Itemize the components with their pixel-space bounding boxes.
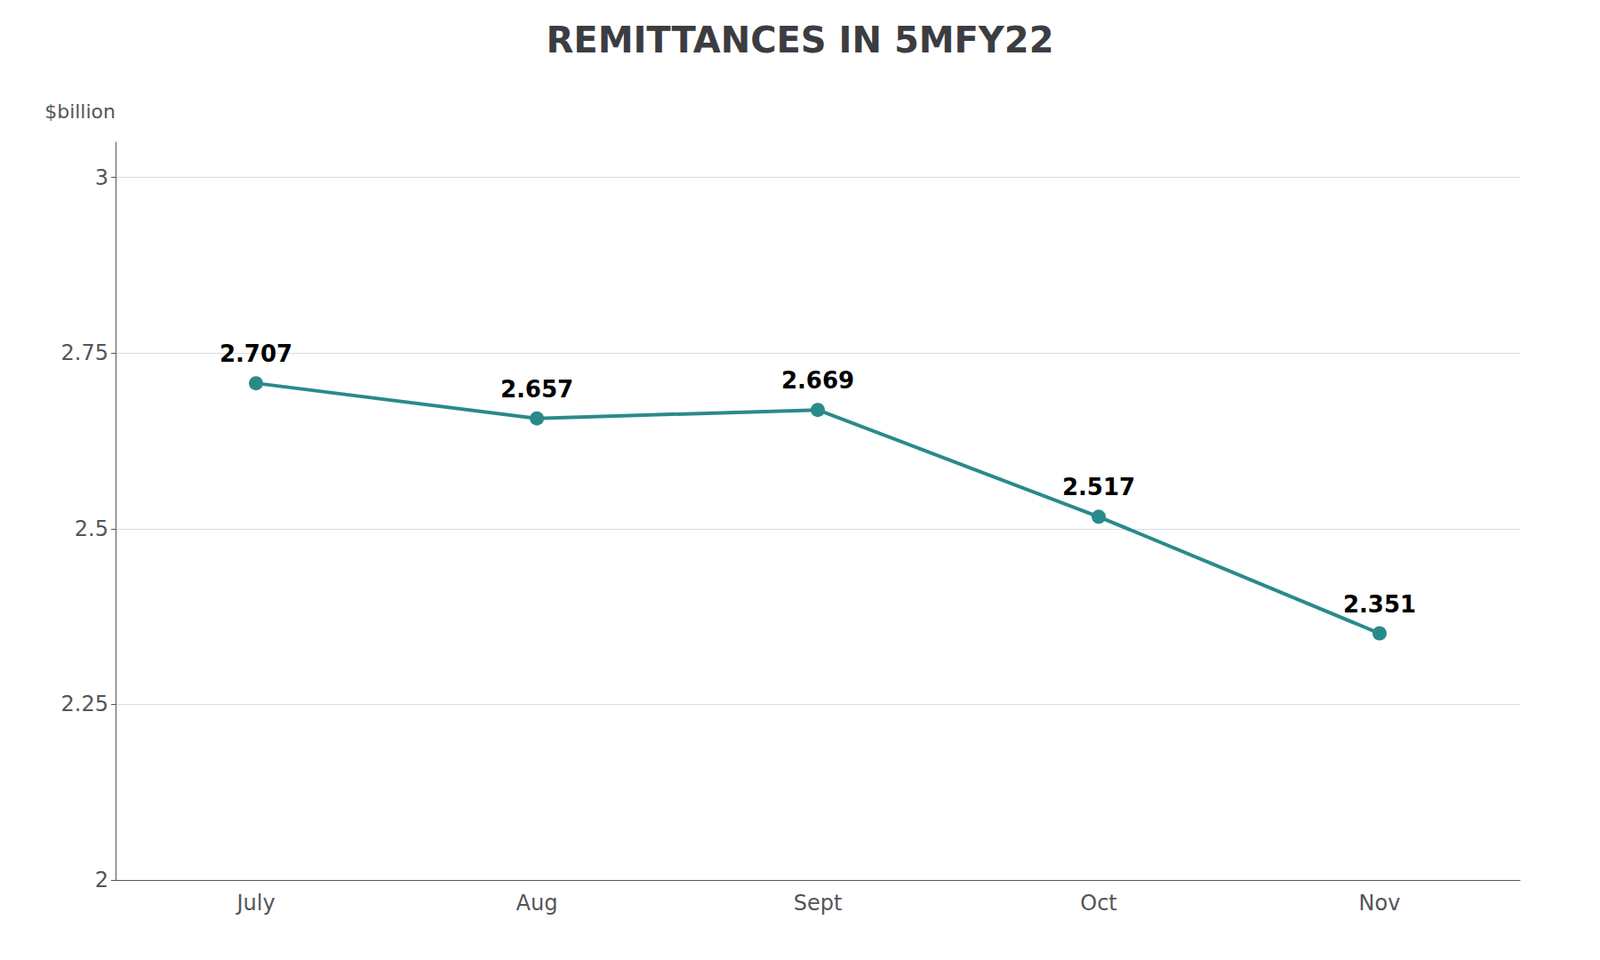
svg-text:2.657: 2.657 bbox=[500, 376, 574, 403]
svg-text:2.25: 2.25 bbox=[61, 691, 109, 717]
svg-text:3: 3 bbox=[95, 165, 109, 191]
svg-text:REMITTANCES IN 5MFY22: REMITTANCES IN 5MFY22 bbox=[546, 19, 1055, 61]
svg-text:Nov: Nov bbox=[1359, 890, 1401, 916]
svg-text:2.669: 2.669 bbox=[781, 367, 855, 394]
svg-text:2.707: 2.707 bbox=[219, 340, 293, 368]
svg-text:2.75: 2.75 bbox=[61, 340, 109, 366]
svg-text:2.5: 2.5 bbox=[74, 516, 109, 542]
svg-text:Aug: Aug bbox=[516, 890, 559, 916]
svg-text:Sept: Sept bbox=[793, 890, 843, 916]
svg-text:2.351: 2.351 bbox=[1343, 591, 1416, 618]
svg-text:July: July bbox=[234, 890, 275, 916]
svg-text:2.517: 2.517 bbox=[1062, 473, 1136, 501]
svg-text:Oct: Oct bbox=[1080, 890, 1118, 916]
svg-text:2: 2 bbox=[95, 867, 109, 893]
svg-text:$billion: $billion bbox=[44, 100, 116, 123]
